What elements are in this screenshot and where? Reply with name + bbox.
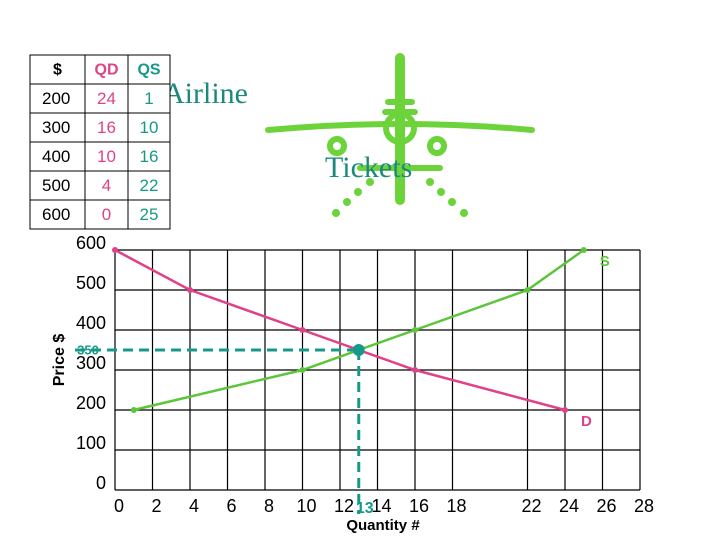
x-tick-label: 4	[189, 496, 199, 516]
x-tick-label: 18	[446, 496, 466, 516]
table-cell: 200	[42, 89, 70, 108]
x-tick-label: 2	[151, 496, 161, 516]
y-tick-label: 300	[76, 353, 106, 373]
data-point	[412, 327, 418, 333]
logo-text: Airline	[163, 77, 248, 110]
table-cell: 24	[97, 89, 116, 108]
table-cell: 10	[97, 147, 116, 166]
table-cell: 0	[102, 205, 111, 224]
x-tick-label: 28	[634, 496, 654, 516]
x-tick-label: 12	[334, 496, 354, 516]
table-cell: 600	[42, 205, 70, 224]
x-tick-label: 10	[296, 496, 316, 516]
data-point	[187, 287, 193, 293]
x-tick-label: 26	[596, 496, 616, 516]
series-label: S	[600, 253, 610, 270]
table-cell: 16	[97, 118, 116, 137]
x-axis-label: Quantity #	[346, 517, 420, 534]
table-cell: 22	[140, 176, 159, 195]
logo-dots	[332, 178, 468, 217]
airplane-logo	[265, 53, 535, 205]
y-tick-label: 400	[76, 313, 106, 333]
y-tick-label: 600	[76, 233, 106, 253]
table-cell: 1	[144, 89, 153, 108]
equilibrium-point	[352, 344, 365, 356]
data-point	[112, 247, 118, 253]
data-point	[299, 367, 306, 373]
table-header: QS	[137, 62, 160, 79]
data-point	[562, 407, 568, 413]
logo-text: Tickets	[325, 151, 412, 184]
table-cell: 16	[140, 147, 159, 166]
equilibrium-x-label: 13	[356, 500, 374, 517]
table-cell: 300	[42, 118, 70, 137]
data-point	[580, 247, 587, 253]
table-header: $	[53, 62, 62, 79]
x-tick-label: 16	[409, 496, 429, 516]
table-cell: 400	[42, 147, 70, 166]
table-cell: 500	[42, 176, 70, 195]
y-tick-label: 500	[76, 273, 106, 293]
x-tick-label: 6	[226, 496, 236, 516]
table-cell: 25	[140, 205, 159, 224]
x-tick-label: 0	[114, 496, 124, 516]
x-tick-label: 24	[559, 496, 579, 516]
x-tick-label: 22	[521, 496, 541, 516]
y-tick-label: 200	[76, 393, 106, 413]
x-tick-label: 14	[371, 496, 391, 516]
equilibrium-y-label: 350	[77, 342, 99, 357]
data-point	[412, 367, 418, 373]
table-cell: 4	[102, 176, 111, 195]
x-tick-label: 8	[264, 496, 274, 516]
y-tick-label: 0	[96, 473, 106, 493]
price-table: $ QD QS 200 24 1 300 16 10 400 10 16 500 4 22 600 0 25	[29, 54, 171, 230]
data-point	[130, 407, 137, 413]
table-cell: 10	[140, 118, 159, 137]
data-point	[299, 327, 306, 333]
y-axis-label: Price $	[51, 334, 68, 387]
series-label: D	[581, 413, 592, 430]
y-tick-label: 100	[76, 433, 106, 453]
chart: 0 2 4 6 8 10 12 14 16 18 22 24 26 2801002003004005006…	[51, 233, 654, 534]
data-point	[524, 287, 531, 293]
table-header: QD	[95, 62, 119, 79]
